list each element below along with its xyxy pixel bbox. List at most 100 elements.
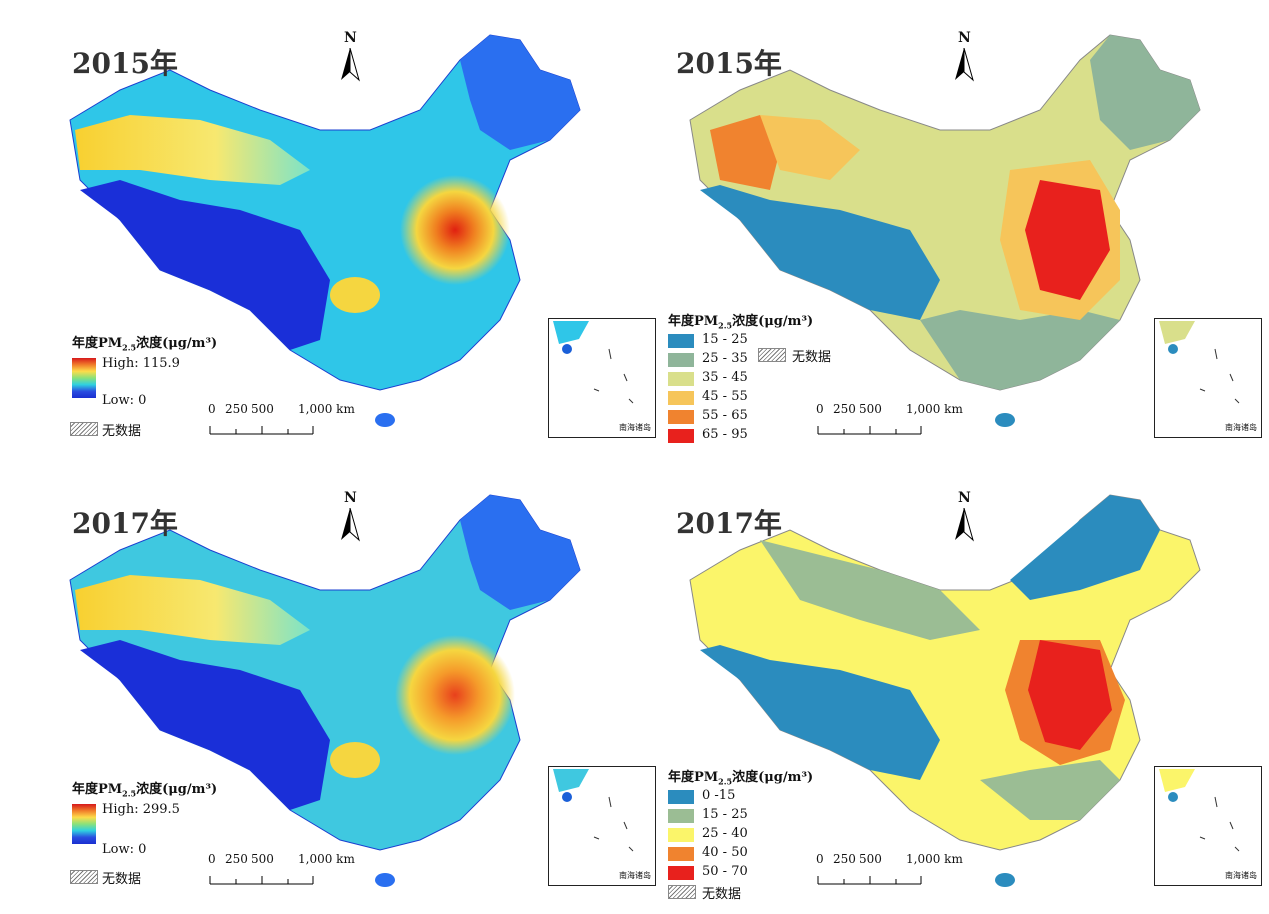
scale-tick-250: 250: [833, 852, 856, 866]
scale-line: [817, 876, 922, 885]
sichuan-hotspot: [330, 742, 380, 778]
class-swatch-3: [668, 828, 694, 842]
class-label-3: 25 - 40: [702, 826, 748, 841]
pm25-raster-map-2017: [69, 494, 581, 887]
north-label: N: [344, 30, 357, 46]
xinjiang-band: [75, 115, 310, 185]
scale-tick-500: 500: [251, 402, 274, 416]
south-china-sea-inset: 南海诸岛: [548, 766, 656, 886]
region-hot-core: [1028, 640, 1112, 750]
nodata-swatch: [70, 870, 98, 884]
class-label-3: 35 - 45: [702, 370, 748, 385]
class-label-4: 45 - 55: [702, 389, 748, 404]
scale-tick-0: 0: [208, 852, 216, 866]
region-south: [980, 760, 1120, 820]
south-china-sea-inset: 南海诸岛: [1154, 318, 1262, 438]
scale-tick-1000: 1,000 km: [298, 402, 355, 416]
xinjiang-band: [75, 575, 310, 645]
legend-high: High: 299.5: [102, 802, 180, 817]
legend-title: 年度PM2.5浓度(μg/m³): [668, 314, 814, 331]
region-xinjiang-west: [710, 115, 780, 190]
north-arrow-icon: [955, 48, 974, 82]
region-tibet: [700, 645, 940, 780]
nodata-label: 无数据: [792, 350, 832, 365]
class-label-5: 55 - 65: [702, 408, 748, 423]
class-swatch-4: [668, 847, 694, 861]
northeast-low: [460, 495, 580, 610]
region-tibet: [700, 185, 940, 320]
nodata-label: 无数据: [702, 887, 742, 902]
color-ramp: [72, 358, 96, 398]
scale-bar: 0 250 500 1,000 km: [816, 852, 963, 888]
scale-tick-500: 500: [859, 402, 882, 416]
tibet-low: [80, 640, 330, 810]
north-arrow-icon: [955, 508, 974, 542]
inset-label: 南海诸岛: [619, 423, 651, 432]
scale-tick-0: 0: [816, 402, 824, 416]
class-label-2: 15 - 25: [702, 807, 748, 822]
region-hot-core: [1025, 180, 1110, 300]
northeast-low: [460, 35, 580, 150]
panel-2017-classified: 2017年 N 年度PM2.5浓度(μg/m³) 0 -15 15 - 25 2…: [620, 460, 1262, 910]
inset-map: [553, 321, 634, 404]
class-swatch-1: [668, 790, 694, 804]
region-north-ring: [760, 540, 980, 640]
panel-2015-raster: 2015年 N 年度PM2.5浓度(μg/m³) High: 115.9 Low…: [0, 0, 656, 450]
north-arrow-icon: [341, 48, 360, 82]
legend-title: 年度PM2.5浓度(μg/m³): [72, 336, 218, 353]
scale-tick-1000: 1,000 km: [298, 852, 355, 866]
pm25-raster-map-2015: [69, 34, 581, 427]
scale-tick-250: 250: [833, 402, 856, 416]
south-china-sea-inset: 南海诸岛: [1154, 766, 1262, 886]
sichuan-hotspot: [330, 277, 380, 313]
region-northeast: [1010, 495, 1160, 600]
class-swatch-3: [668, 372, 694, 386]
scale-line: [209, 876, 314, 885]
scale-tick-1000: 1,000 km: [906, 852, 963, 866]
class-swatch-2: [668, 809, 694, 823]
region-south: [920, 310, 1120, 390]
scale-bar: 0 250 500 1,000 km: [816, 402, 963, 438]
pm25-classified-map-2015: [689, 34, 1201, 427]
north-label: N: [958, 30, 971, 46]
region-northeast: [1090, 35, 1200, 150]
north-china-hotspot: [395, 635, 515, 755]
nodata-swatch: [758, 348, 786, 362]
legend-high: High: 115.9: [102, 356, 180, 371]
north-label: N: [958, 490, 971, 506]
legend-low: Low: 0: [102, 393, 147, 408]
class-label-2: 25 - 35: [702, 351, 748, 366]
hainan: [375, 873, 395, 887]
hainan: [995, 413, 1015, 427]
legend-title: 年度PM2.5浓度(μg/m³): [668, 770, 814, 787]
south-china-sea-inset: 南海诸岛: [548, 318, 656, 438]
north-label: N: [344, 490, 357, 506]
hainan: [995, 873, 1015, 887]
class-swatch-4: [668, 391, 694, 405]
class-label-1: 15 - 25: [702, 332, 748, 347]
scale-line: [209, 426, 314, 435]
class-swatch-6: [668, 429, 694, 443]
class-label-1: 0 -15: [702, 788, 736, 803]
class-label-6: 65 - 95: [702, 427, 748, 442]
nodata-swatch: [668, 885, 696, 899]
class-swatch-5: [668, 410, 694, 424]
inset-map: [1159, 769, 1240, 852]
year-title: 2015年: [72, 47, 178, 80]
color-ramp: [72, 804, 96, 844]
nodata-swatch: [70, 422, 98, 436]
panel-2017-raster: 2017年 N 年度PM2.5浓度(μg/m³) High: 299.5 Low…: [0, 460, 656, 910]
nodata-label: 无数据: [102, 424, 142, 439]
tibet-low: [80, 180, 330, 350]
inset-map: [553, 769, 634, 852]
scale-tick-500: 500: [859, 852, 882, 866]
north-arrow: N: [946, 490, 986, 550]
inset-label: 南海诸岛: [1225, 423, 1257, 432]
north-arrow: N: [946, 30, 986, 90]
class-swatch-1: [668, 334, 694, 348]
class-label-5: 50 - 70: [702, 864, 748, 879]
inset-map: [1159, 321, 1240, 404]
class-swatch-2: [668, 353, 694, 367]
panel-2015-classified: 2015年 N 年度PM2.5浓度(μg/m³) 15 - 25 25 - 35…: [620, 0, 1262, 450]
inset-label: 南海诸岛: [1225, 871, 1257, 880]
